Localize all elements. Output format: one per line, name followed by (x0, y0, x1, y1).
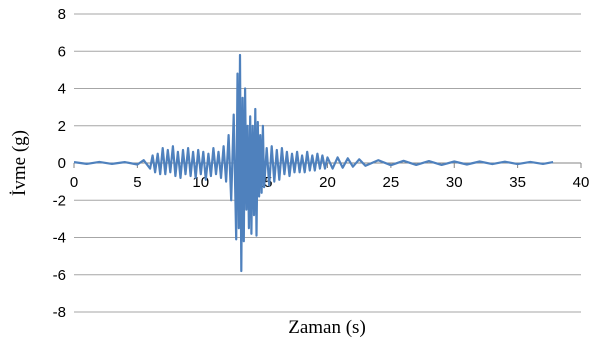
y-tick-label: -8 (53, 304, 66, 321)
series-line (73, 53, 554, 273)
y-tick-label: 4 (58, 81, 66, 98)
y-tick-label: 6 (58, 43, 66, 60)
y-tick-label: 0 (58, 155, 66, 172)
y-tick-label: -2 (53, 192, 66, 209)
y-tick-label: -6 (53, 267, 66, 284)
x-tick-label: 30 (446, 174, 463, 191)
x-axis-title: Zaman (s) (288, 317, 366, 338)
x-tick-label: 20 (319, 174, 336, 191)
x-tick-label: 25 (383, 174, 400, 191)
x-tick-label: 40 (573, 174, 590, 191)
x-tick-label: 5 (133, 174, 141, 191)
y-tick-label: -4 (53, 230, 66, 247)
series-layer (73, 53, 554, 273)
gridlines (73, 13, 582, 313)
y-axis-title: İvme (g) (9, 130, 30, 196)
x-tick-label: 35 (509, 174, 526, 191)
y-tick-labels: -8 -6 -4 -2 0 2 4 6 8 (53, 6, 66, 321)
y-tick-label: 2 (58, 118, 66, 135)
y-tick-label: 8 (58, 6, 66, 23)
x-tick-label: 0 (70, 174, 78, 191)
